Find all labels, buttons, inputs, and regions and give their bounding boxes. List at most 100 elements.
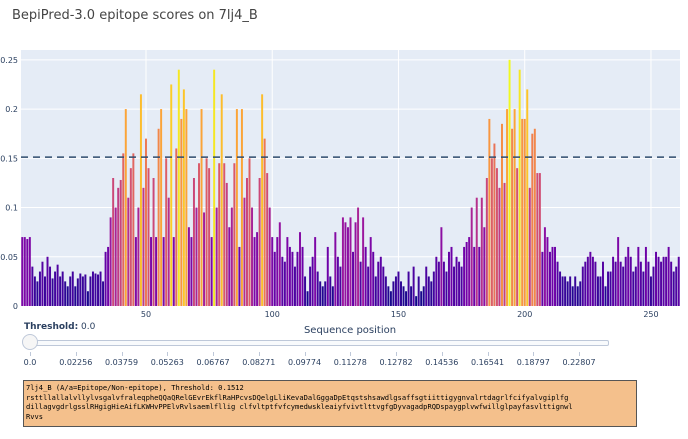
bar[interactable] [278,222,281,306]
bar[interactable] [652,266,655,306]
bar[interactable] [349,217,352,306]
bar[interactable] [427,276,430,306]
bar[interactable] [485,178,488,306]
bar[interactable] [228,227,231,306]
bar[interactable] [235,109,238,306]
bar[interactable] [334,232,337,306]
bar[interactable] [54,271,57,306]
bar[interactable] [430,281,433,306]
bar[interactable] [137,207,140,306]
bar[interactable] [215,207,218,306]
bar[interactable] [374,276,377,306]
bar[interactable] [233,163,236,306]
bar[interactable] [589,251,592,306]
bar[interactable] [109,217,112,306]
bar[interactable] [69,276,72,306]
bar[interactable] [647,261,650,306]
bar[interactable] [569,276,572,306]
bar[interactable] [473,246,476,306]
threshold-slider-handle[interactable] [22,334,38,350]
bar[interactable] [574,276,577,306]
bar[interactable] [152,178,155,306]
bar[interactable] [316,271,319,306]
bar[interactable] [503,182,506,306]
bar[interactable] [602,261,604,306]
bar[interactable] [584,261,587,306]
bar[interactable] [632,271,635,306]
bar[interactable] [187,227,190,306]
bar[interactable] [475,197,478,306]
bar[interactable] [649,276,652,306]
bar[interactable] [432,271,435,306]
bar[interactable] [463,246,466,306]
bar[interactable] [107,246,110,306]
bar[interactable] [518,69,521,306]
bar[interactable] [200,109,203,306]
bar[interactable] [28,237,31,306]
bar[interactable] [508,59,511,306]
bar[interactable] [490,158,493,306]
bar[interactable] [89,276,92,306]
bar[interactable] [402,286,405,306]
bar[interactable] [142,187,145,306]
bar[interactable] [157,128,160,306]
bar[interactable] [46,256,49,306]
bar[interactable] [511,128,514,306]
bar[interactable] [172,237,175,306]
bar[interactable] [556,261,559,306]
bar[interactable] [127,197,130,306]
bar[interactable] [533,128,536,306]
bar[interactable] [566,281,569,306]
bar[interactable] [591,256,594,306]
bar[interactable] [586,256,589,306]
bar[interactable] [41,261,44,306]
bar[interactable] [281,256,284,306]
bar[interactable] [442,261,445,306]
bar[interactable] [581,266,584,306]
bar[interactable] [286,237,289,306]
bar[interactable] [76,278,79,306]
bar[interactable] [460,266,463,306]
bar[interactable] [86,291,89,306]
bar[interactable] [220,94,223,306]
bar[interactable] [478,246,481,306]
bar[interactable] [548,251,551,306]
bar[interactable] [422,286,425,306]
bar[interactable] [596,276,599,306]
bar[interactable] [213,69,216,306]
bar[interactable] [170,84,173,306]
bar[interactable] [74,286,77,306]
bar[interactable] [665,256,668,306]
bar[interactable] [352,251,355,306]
bar[interactable] [245,178,248,306]
bar[interactable] [662,256,665,306]
bar[interactable] [480,197,483,306]
bar[interactable] [677,256,680,306]
bar[interactable] [437,261,440,306]
bar[interactable] [379,256,382,306]
bar[interactable] [304,276,307,306]
bar[interactable] [415,296,418,306]
bar[interactable] [326,246,329,306]
bar[interactable] [660,261,663,306]
bar[interactable] [49,266,52,306]
bar[interactable] [129,168,132,306]
bar[interactable] [321,286,324,306]
bar[interactable] [198,163,200,306]
bar[interactable] [258,178,261,306]
bar[interactable] [523,118,526,306]
bar[interactable] [417,276,420,306]
bar[interactable] [291,251,294,306]
bar[interactable] [144,138,147,306]
bar[interactable] [576,286,579,306]
bar[interactable] [536,173,539,306]
bar[interactable] [667,246,670,306]
bar[interactable] [604,286,607,306]
bar[interactable] [639,261,642,306]
bar[interactable] [554,246,557,306]
bar[interactable] [498,187,501,306]
bar[interactable] [225,182,228,306]
bar[interactable] [559,271,562,306]
bar[interactable] [644,246,647,306]
bar[interactable] [458,261,461,306]
